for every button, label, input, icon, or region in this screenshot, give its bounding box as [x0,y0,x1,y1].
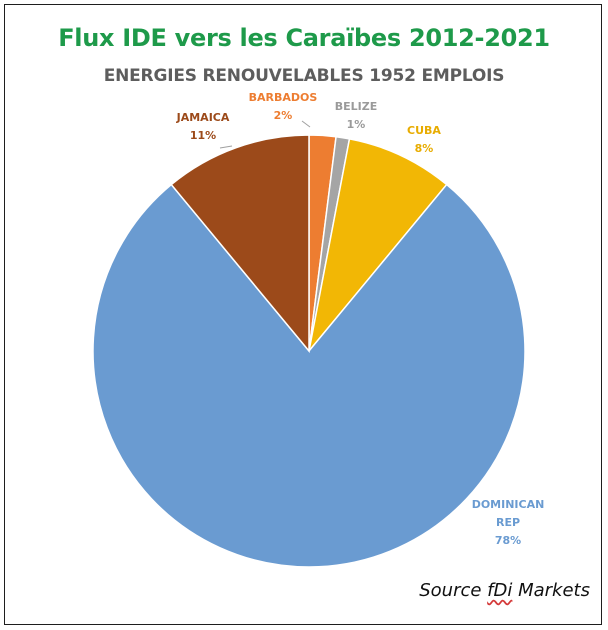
source-note: Source fDi Markets [419,580,590,601]
chart-subtitle: ENERGIES RENOUVELABLES 1952 EMPLOIS [103,66,505,86]
source-prefix: Source [419,580,488,601]
pie-slice-jamaica [170,134,310,354]
pie-slice-cuba [308,137,448,352]
source-suffix: Markets [512,580,590,601]
slice-label-barbados: BARBADOS 2% [249,91,318,122]
leader-line-jamaica [219,145,233,149]
slice-label-dominican-rep: DOMINICAN REP 78% [472,498,545,547]
chart-title: Flux IDE vers les Caraïbes 2012-2021 [58,24,550,52]
source-brand: fDi [487,580,513,601]
slice-label-jamaica: JAMAICA 11% [176,111,230,142]
slice-label-belize: BELIZE 1% [335,100,378,131]
leader-line-barbados [301,120,311,128]
pie-slice-dominican-rep [92,183,526,568]
slice-label-cuba: CUBA 8% [407,124,441,155]
